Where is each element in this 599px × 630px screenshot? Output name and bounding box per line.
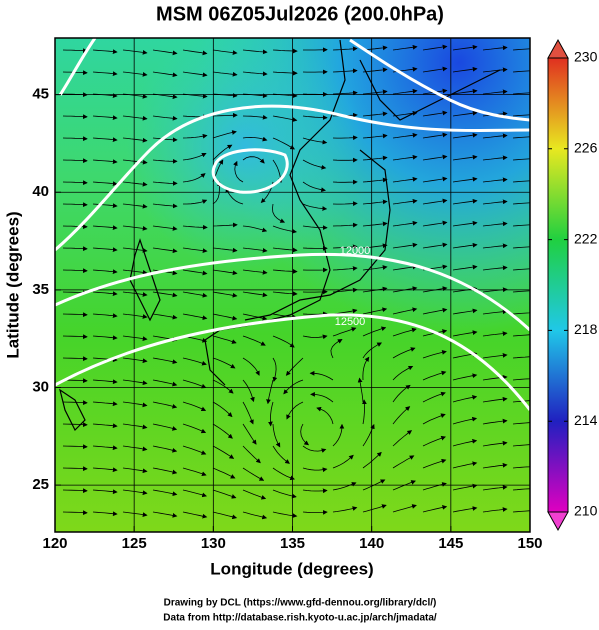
colorbar-tick-label: 214 xyxy=(574,412,598,428)
x-axis-label: Longitude (degrees) xyxy=(210,559,373,578)
colorbar-tick-label: 222 xyxy=(574,230,598,246)
x-tick-label: 150 xyxy=(517,535,542,552)
colorbar-tick-label: 230 xyxy=(574,49,598,65)
y-tick-label: 35 xyxy=(32,281,49,298)
colorbar-extend xyxy=(548,512,568,530)
colorbar-extend xyxy=(548,40,568,58)
plot-area: 12000 12500 xyxy=(55,38,537,532)
colorbar-tick-label: 210 xyxy=(574,503,598,519)
x-tick-label: 125 xyxy=(122,535,147,552)
title: MSM 06Z05Jul2026 (200.0hPa) xyxy=(156,3,444,25)
credit: Data from http://database.rish.kyoto-u.a… xyxy=(163,613,437,624)
contour-label: 12000 xyxy=(340,245,371,257)
colorbar-tick-label: 226 xyxy=(574,140,598,156)
y-tick-label: 25 xyxy=(32,476,49,493)
x-tick-label: 130 xyxy=(201,535,226,552)
x-tick-label: 140 xyxy=(359,535,384,552)
x-tick-label: 145 xyxy=(438,535,463,552)
credit: Drawing by DCL (https://www.gfd-dennou.o… xyxy=(164,598,437,609)
y-tick-label: 45 xyxy=(32,86,49,103)
y-axis-label: Latitude (degrees) xyxy=(3,211,22,358)
y-tick-label: 30 xyxy=(32,378,49,395)
colorbar xyxy=(548,40,568,530)
y-tick-label: 40 xyxy=(32,183,49,200)
x-tick-label: 135 xyxy=(280,535,305,552)
colorbar-bar xyxy=(548,58,568,512)
colorbar-tick-label: 218 xyxy=(574,321,598,337)
x-tick-label: 120 xyxy=(42,535,67,552)
contour-label: 12500 xyxy=(335,316,366,328)
